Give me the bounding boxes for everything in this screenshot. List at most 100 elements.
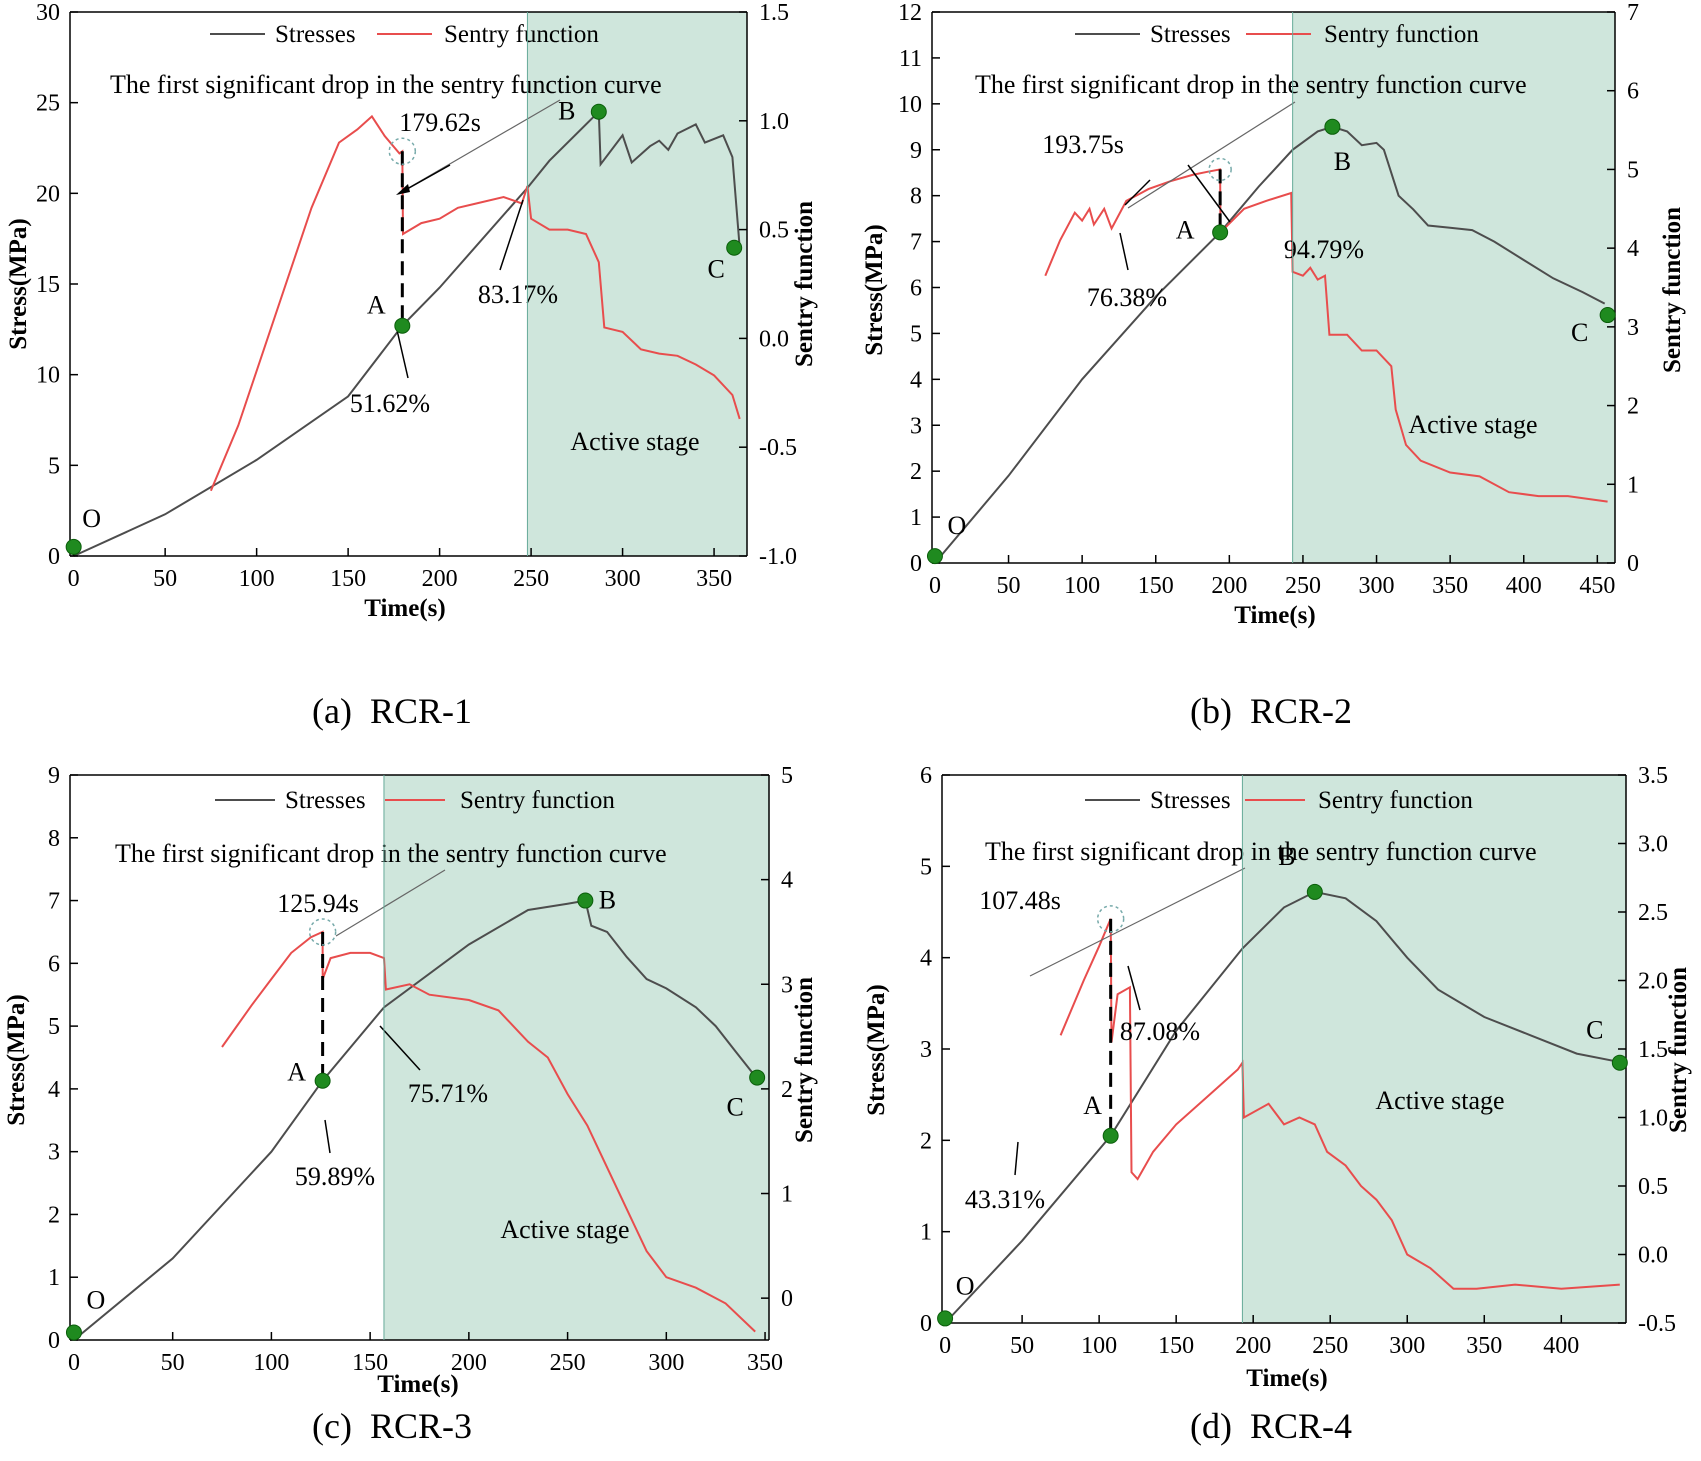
y-tick-label: 8	[48, 826, 60, 852]
y-tick-label: 4	[910, 367, 922, 393]
drop-annotation-text: The first significant drop in the sentry…	[975, 70, 1527, 99]
x-tick-label: 250	[1312, 1333, 1348, 1359]
x-tick-label: 200	[422, 566, 458, 592]
y-tick-label: 7	[910, 230, 922, 256]
y-tick-label: 9	[910, 138, 922, 164]
percent-label-a: 51.62%	[350, 389, 430, 418]
y-tick-label: 12	[898, 0, 922, 26]
x-tick-label: 250	[1285, 573, 1321, 599]
point-c	[749, 1069, 766, 1086]
x-tick-label: 200	[1235, 1333, 1271, 1359]
y-tick-label: 0	[920, 1311, 932, 1337]
active-stage-label: Active stage	[1408, 410, 1537, 439]
y-axis-label: Stress(MPa)	[3, 994, 30, 1125]
y-tick-label: 2	[48, 1202, 60, 1228]
legend-stress-label: Stresses	[1150, 21, 1231, 48]
y-tick-label: 7	[48, 889, 60, 915]
x-tick-label: 350	[1466, 1333, 1502, 1359]
stress-curve	[73, 899, 756, 1341]
legend-stress-label: Stresses	[1150, 787, 1231, 814]
y-tick-label: 1	[910, 505, 922, 531]
y-tick-label: 5	[910, 321, 922, 347]
y2-tick-label: 0.0	[1638, 1243, 1668, 1269]
y2-tick-label: 0	[781, 1286, 793, 1312]
stress-curve	[934, 125, 1606, 564]
percent-label-a: 43.31%	[965, 1185, 1045, 1214]
x-tick-label: 0	[68, 1350, 80, 1376]
x-axis-label: Time(s)	[1246, 1365, 1327, 1392]
x-tick-label: 450	[1579, 573, 1615, 599]
legend-sentry-label: Sentry function	[1324, 21, 1479, 48]
y-tick-label: 5	[48, 1014, 60, 1040]
y2-tick-label: 7	[1627, 0, 1639, 26]
caption-rcr-2: (b) RCR-2	[1190, 691, 1352, 731]
y2-tick-label: 1	[781, 1182, 793, 1208]
y-tick-label: 3	[48, 1140, 60, 1166]
y2-axis-label: Sentry function	[1659, 207, 1686, 373]
y-tick-label: 0	[48, 1328, 60, 1354]
y2-tick-label: 1.5	[1638, 1037, 1668, 1063]
point-a	[1212, 224, 1229, 241]
legend-sentry-label: Sentry function	[1318, 787, 1473, 814]
point-label-a: A	[367, 291, 386, 320]
y-axis-label: Stress(MPa)	[863, 984, 890, 1115]
point-a	[314, 1072, 331, 1089]
x-tick-label: 100	[1081, 1333, 1117, 1359]
point-c	[1611, 1054, 1628, 1071]
drop-annotation-leader	[1029, 867, 1246, 977]
stress-curve	[944, 890, 1624, 1324]
legend-sentry-label: Sentry function	[444, 21, 599, 48]
percent-label-active: 75.71%	[408, 1079, 488, 1108]
y-tick-label: 30	[36, 0, 60, 26]
y-tick-label: 4	[920, 946, 932, 972]
y-tick-label: 9	[48, 763, 60, 789]
sentry-function-curve	[1059, 918, 1620, 1290]
y-tick-label: 1	[48, 1265, 60, 1291]
y2-tick-label: 5	[781, 763, 793, 789]
x-tick-label: 0	[68, 566, 80, 592]
percent-arrow-a	[324, 1119, 331, 1154]
active-stage-region	[1242, 775, 1626, 1323]
point-o	[65, 538, 82, 555]
y2-tick-label: 3	[781, 972, 793, 998]
y-tick-label: 0	[910, 551, 922, 577]
y-tick-label: 5	[48, 453, 60, 479]
y2-tick-label: 0.0	[759, 326, 789, 352]
y-tick-label: 0	[48, 544, 60, 570]
point-label-o: O	[956, 1271, 975, 1300]
y2-tick-label: 2	[781, 1077, 793, 1103]
active-stage-region	[527, 12, 747, 556]
active-stage-region	[383, 775, 769, 1340]
y2-tick-label: 6	[1627, 79, 1639, 105]
y2-tick-label: 3	[1627, 315, 1639, 341]
sentry-function-curve	[221, 930, 756, 1333]
point-label-b: B	[1334, 147, 1351, 176]
point-o	[926, 548, 943, 565]
drop-highlight-circle	[388, 137, 417, 166]
y2-tick-label: -1.0	[759, 544, 797, 570]
x-axis-label: Time(s)	[1234, 602, 1315, 629]
x-tick-label: 300	[1389, 1333, 1425, 1359]
point-b	[1324, 118, 1341, 135]
caption-rcr-3: (c) RCR-3	[312, 1406, 472, 1446]
point-label-o: O	[87, 1285, 106, 1314]
percent-label-a: 59.89%	[295, 1162, 375, 1191]
x-axis-label: Time(s)	[377, 1371, 458, 1398]
y2-tick-label: 3.5	[1638, 763, 1668, 789]
active-stage-region	[1292, 12, 1615, 563]
y-tick-label: 1	[920, 1220, 932, 1246]
y2-tick-label: 0.5	[759, 218, 789, 244]
y2-tick-label: 4	[1627, 236, 1639, 262]
y2-tick-label: 1.0	[1638, 1106, 1668, 1132]
y-tick-label: 6	[920, 763, 932, 789]
y-tick-label: 3	[920, 1037, 932, 1063]
x-tick-label: 150	[1138, 573, 1174, 599]
x-tick-label: 300	[1359, 573, 1395, 599]
x-tick-label: 350	[696, 566, 732, 592]
point-label-o: O	[82, 504, 101, 533]
y2-axis-label: Sentry function	[791, 977, 818, 1143]
legend-sentry-label: Sentry function	[460, 787, 615, 814]
point-label-b: B	[1278, 842, 1295, 871]
x-tick-label: 250	[550, 1350, 586, 1376]
y2-tick-label: 3.0	[1638, 832, 1668, 858]
